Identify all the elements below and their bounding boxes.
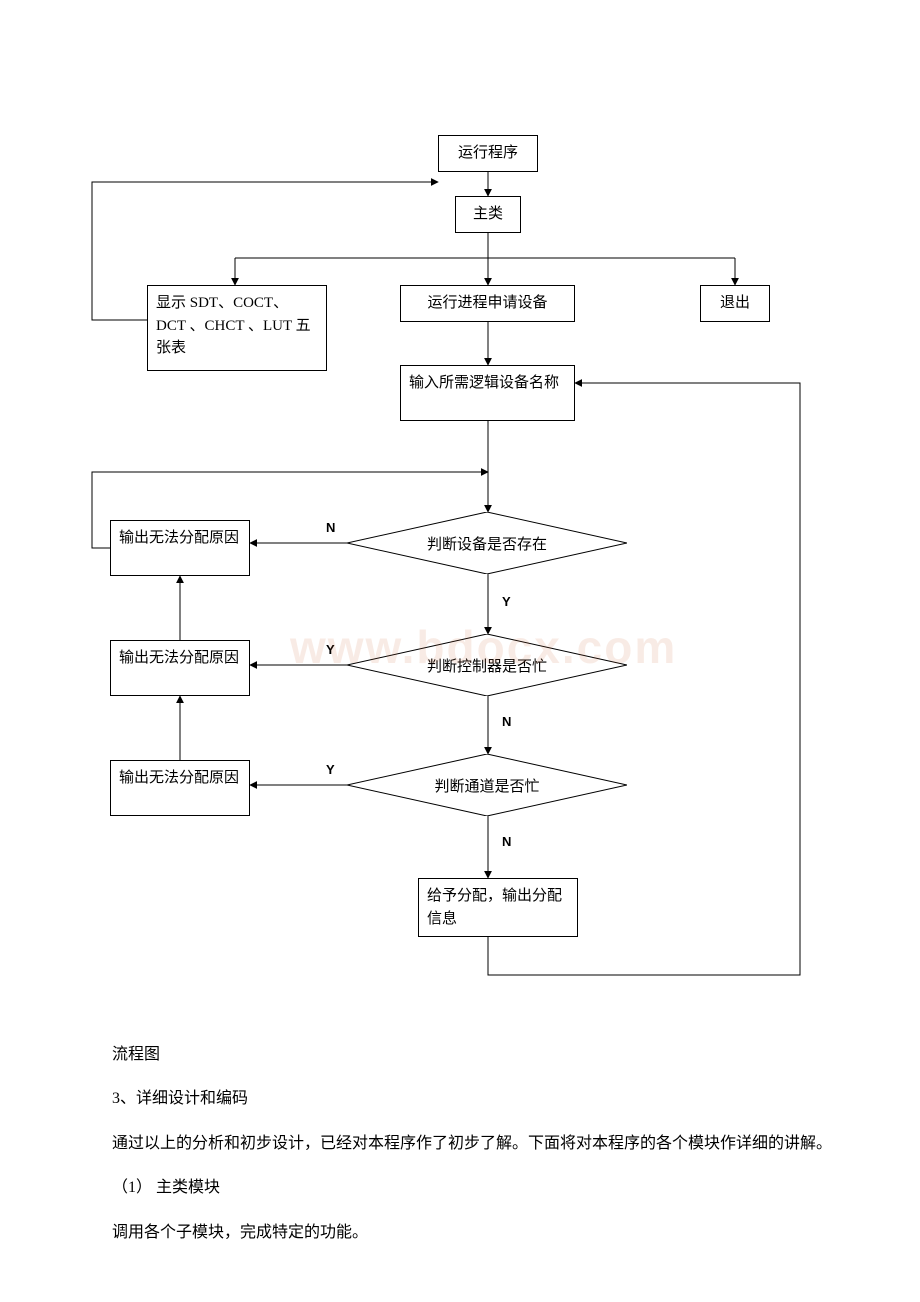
subheading-1: （1） 主类模块 [80, 1173, 840, 1203]
flowchart-diagram: 运行程序主类显示 SDT、COCT、DCT 、CHCT 、LUT 五张表 运行进程… [0, 0, 920, 1040]
node-start: 运行程序 [438, 135, 538, 172]
edge-label: N [324, 520, 337, 535]
edge-label: N [500, 714, 513, 729]
section-title: 3、详细设计和编码 [80, 1084, 840, 1114]
node-alloc: 给予分配，输出分配信息 [418, 878, 578, 937]
node-show: 显示 SDT、COCT、DCT 、CHCT 、LUT 五张表 [147, 285, 327, 371]
node-input: 输入所需逻辑设备名称 [400, 365, 575, 421]
edge-label: Y [324, 642, 337, 657]
flowchart-caption: 流程图 [80, 1040, 840, 1070]
edge-label: Y [500, 594, 513, 609]
node-reason2: 输出无法分配原因 [110, 640, 250, 696]
paragraph-intro: 通过以上的分析和初步设计，已经对本程序作了初步了解。下面将对本程序的各个模块作详… [80, 1129, 840, 1159]
subheading-1-body: 调用各个子模块，完成特定的功能。 [80, 1218, 840, 1248]
node-reason1: 输出无法分配原因 [110, 520, 250, 576]
node-main: 主类 [455, 196, 521, 233]
node-exit: 退出 [700, 285, 770, 322]
body-text: 流程图 3、详细设计和编码 通过以上的分析和初步设计，已经对本程序作了初步了解。… [0, 1040, 920, 1302]
node-judge1: 判断设备是否存在 [347, 512, 627, 574]
edge-label: Y [324, 762, 337, 777]
node-reason3: 输出无法分配原因 [110, 760, 250, 816]
node-apply: 运行进程申请设备 [400, 285, 575, 322]
node-judge3: 判断通道是否忙 [347, 754, 627, 816]
node-judge2: 判断控制器是否忙 [347, 634, 627, 696]
edge-label: N [500, 834, 513, 849]
